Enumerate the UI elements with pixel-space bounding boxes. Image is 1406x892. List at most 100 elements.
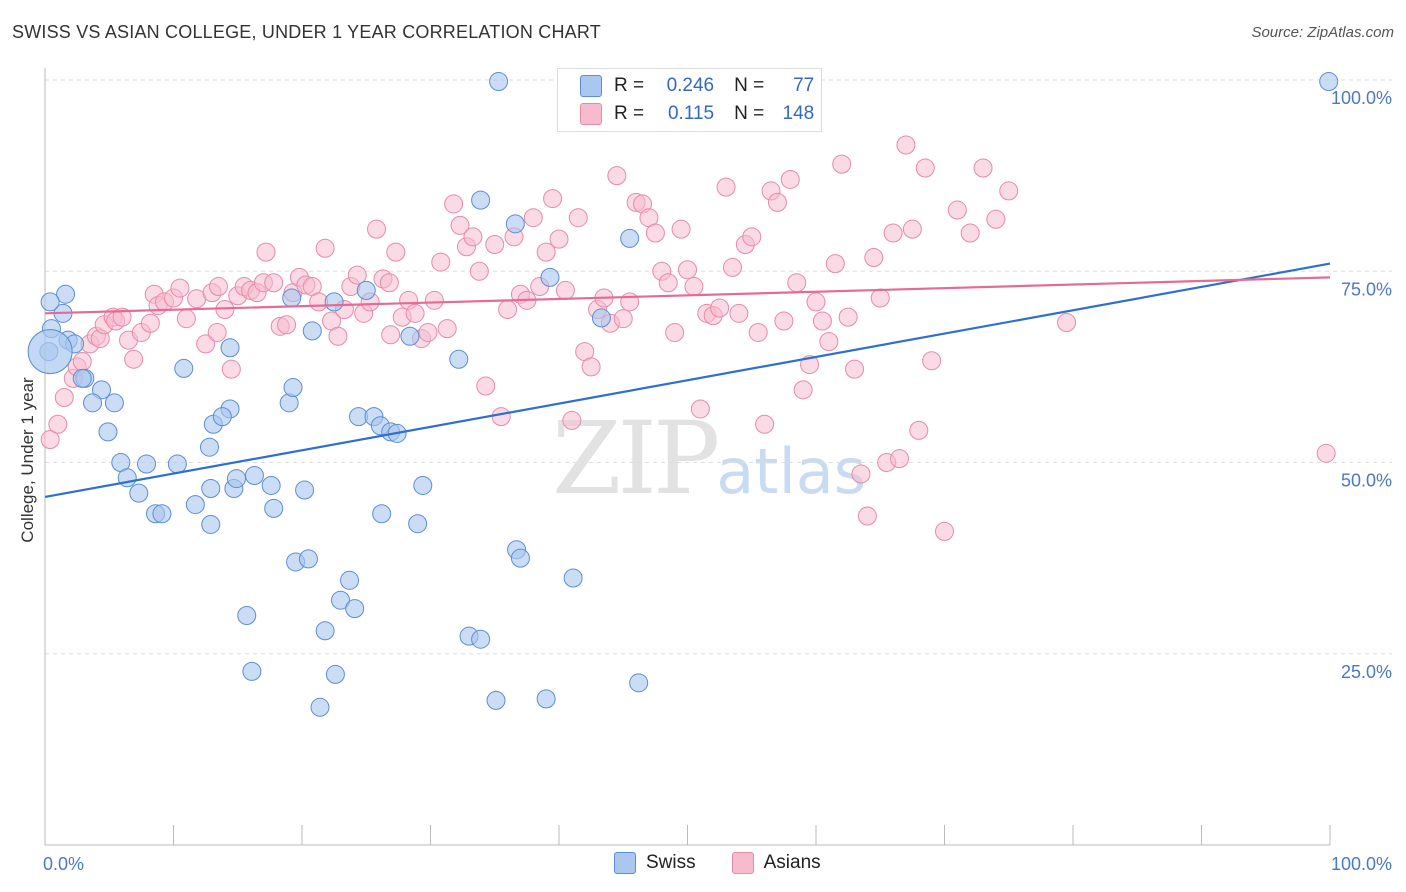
asian-point	[838, 307, 858, 327]
asian-point	[767, 192, 787, 212]
asian-point	[729, 303, 749, 323]
asian-point	[1057, 313, 1077, 333]
asian-point	[851, 464, 871, 484]
swiss-point	[199, 437, 219, 457]
swiss-point	[282, 288, 302, 308]
swiss-point	[237, 606, 257, 625]
asian-point	[381, 325, 401, 345]
asian-point	[690, 399, 710, 419]
asian-point	[581, 357, 601, 377]
asian-point	[1316, 443, 1336, 463]
asian-point	[774, 311, 794, 331]
asian-point	[277, 315, 297, 335]
swiss-point	[324, 292, 344, 312]
asian-point	[40, 430, 60, 450]
swiss-point	[283, 378, 303, 398]
legend-row-swiss: R = 0.246 N = 77	[580, 73, 814, 99]
legend-row-asians: R = 0.115 N = 148	[580, 101, 814, 127]
asian-point	[124, 349, 144, 369]
asian-point	[315, 238, 335, 258]
swiss-point	[345, 599, 365, 619]
tick-labels: 25.0% 50.0% 75.0% 100.0% 0.0% 100.0%	[43, 88, 1392, 874]
asian-point	[678, 260, 697, 280]
asian-point	[722, 257, 742, 277]
asian-legend-swatch	[731, 852, 754, 874]
swiss-point	[220, 338, 240, 358]
asian-point	[386, 242, 406, 262]
swiss-point	[226, 469, 246, 489]
swiss-point	[185, 495, 205, 515]
asian-point	[986, 209, 1006, 229]
swiss-point	[167, 454, 187, 474]
swiss-point	[244, 466, 264, 486]
swiss-trend-line	[44, 262, 1331, 499]
n-label: N =	[734, 75, 765, 96]
swiss-point	[98, 422, 118, 442]
swiss-point	[540, 267, 560, 287]
asian-trend-line	[44, 276, 1331, 315]
asian-point	[328, 326, 348, 346]
asian-point	[221, 359, 241, 379]
asian-point	[437, 319, 457, 339]
swiss-point	[72, 368, 92, 388]
asian-point	[485, 234, 505, 254]
swiss-point	[174, 358, 194, 378]
y-tick-label: 100.0%	[1331, 88, 1392, 108]
swiss-point	[152, 504, 172, 524]
asian-point	[450, 215, 470, 235]
asian-point	[780, 169, 800, 189]
asian-point	[915, 158, 935, 178]
swiss-point	[137, 454, 157, 474]
asian-point	[864, 247, 884, 267]
asian-points	[40, 135, 1336, 541]
swiss-point	[536, 689, 556, 709]
asian-point	[140, 313, 160, 333]
asian-point	[909, 420, 929, 440]
asian-point	[256, 242, 276, 262]
asian-point	[812, 311, 832, 331]
watermark: ZIPatlas	[552, 400, 866, 517]
asian-point	[424, 290, 444, 310]
asian-point	[543, 189, 563, 209]
swiss-point	[83, 393, 103, 413]
swiss-point	[372, 504, 392, 524]
asian-point	[620, 292, 640, 312]
asian-point	[883, 223, 903, 243]
r-value: 0.246	[666, 75, 715, 96]
asian-legend-label: Asians	[763, 852, 821, 873]
grid-lines	[45, 79, 1392, 655]
y-tick-label: 50.0%	[1341, 471, 1392, 491]
swiss-point	[340, 570, 360, 590]
x-tick-label: 0.0%	[43, 854, 84, 874]
asian-point	[444, 194, 464, 214]
asian-point	[825, 254, 845, 274]
swiss-point	[629, 673, 649, 693]
asian-point	[431, 252, 451, 272]
asian-point	[716, 177, 736, 197]
swiss-point	[505, 214, 525, 234]
legend-series: Swiss Asians	[614, 852, 821, 874]
asian-point	[491, 407, 511, 427]
n-label: N =	[734, 103, 765, 124]
swiss-point	[242, 661, 262, 681]
swiss-point	[315, 621, 335, 641]
swiss-points	[27, 72, 1339, 717]
asian-point	[748, 322, 768, 342]
asian-point	[196, 334, 216, 354]
asian-point	[832, 154, 852, 174]
swiss-point	[1319, 72, 1339, 92]
swiss-point	[486, 690, 506, 710]
asian-point	[469, 261, 489, 281]
swiss-legend-label: Swiss	[646, 852, 696, 873]
asian-point	[787, 273, 807, 293]
asian-point	[710, 298, 730, 318]
asian-point	[845, 359, 865, 379]
asian-point	[973, 158, 993, 178]
swiss-point	[449, 349, 469, 369]
asian-point	[176, 309, 196, 329]
asian-point	[819, 332, 839, 352]
asian-point	[742, 227, 762, 247]
swiss-point	[510, 548, 530, 568]
asian-point	[890, 449, 910, 469]
